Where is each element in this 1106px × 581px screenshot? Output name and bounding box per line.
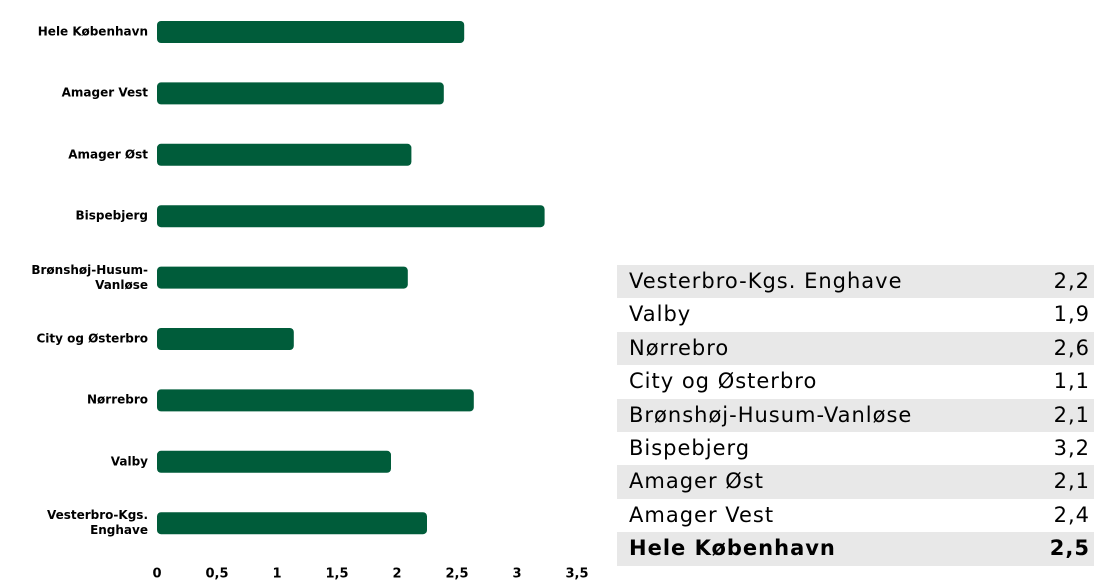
- y-tick-label: Bispebjerg: [75, 208, 148, 223]
- x-tick-label: 1: [272, 567, 281, 581]
- row-value: 2,6: [1053, 335, 1090, 360]
- row-label: Bispebjerg: [629, 435, 751, 460]
- row-value: 3,2: [1053, 435, 1090, 460]
- table: Vesterbro-Kgs. Enghave 2,2 Valby 1,9 Nørrebr…: [617, 265, 1094, 566]
- row-label: Brønshøj-Husum-Vanløse: [629, 402, 913, 427]
- x-tick-label: 2,5: [445, 567, 468, 581]
- table-row: Nørrebro 2,6: [617, 331, 1094, 366]
- x-tick-label: 3,5: [565, 567, 588, 581]
- x-tick-label: 0,5: [205, 567, 228, 581]
- x-tick-label: 1,5: [325, 567, 348, 581]
- table-row: Brønshøj-Husum-Vanløse 2,1: [617, 398, 1094, 432]
- y-tick-label: Brønshøj-Husum-Vanløse: [31, 262, 148, 292]
- bar: [157, 512, 427, 535]
- bar: [157, 328, 294, 350]
- bar: [157, 450, 391, 473]
- table-row: City og Østerbro 1,1: [617, 365, 1094, 398]
- bar: [157, 143, 412, 166]
- table-row: Amager Vest 2,4: [617, 499, 1094, 532]
- table-row: Bispebjerg 3,2: [617, 432, 1094, 465]
- row-label: Nørrebro: [629, 335, 730, 360]
- row-label: Amager Øst: [629, 469, 764, 494]
- x-tick-label: 2: [392, 567, 401, 581]
- row-label: Hele København: [629, 536, 836, 561]
- y-tick-label: Vesterbro-Kgs. Enghave: [46, 508, 148, 538]
- x-tick-label: 0: [152, 567, 161, 581]
- row-value: 2,2: [1053, 269, 1090, 293]
- y-tick-label: Nørrebro: [86, 392, 148, 407]
- bar: [157, 266, 408, 289]
- row-value: 2,1: [1053, 402, 1090, 427]
- bar: [157, 205, 545, 228]
- row-value: 1,9: [1053, 302, 1090, 327]
- y-tick-label: Valby: [110, 454, 148, 469]
- table-row: Vesterbro-Kgs. Enghave 2,2: [617, 265, 1094, 299]
- bar: [157, 82, 444, 105]
- row-value: 1,1: [1053, 369, 1090, 394]
- y-tick-label: Hele København: [37, 24, 148, 39]
- bar: [157, 21, 465, 43]
- row-label: Amager Vest: [629, 502, 775, 527]
- row-value: 2,4: [1053, 502, 1090, 527]
- y-tick-label: Amager Vest: [61, 85, 148, 100]
- row-value: 2,1: [1053, 469, 1090, 494]
- table-row: Hele København 2,5: [617, 532, 1094, 566]
- row-label: Valby: [629, 302, 692, 327]
- y-tick-label: Amager Øst: [68, 147, 148, 162]
- y-tick-label: City og Østerbro: [36, 331, 148, 346]
- bar: [157, 389, 474, 412]
- x-tick-label: 3: [512, 567, 521, 581]
- row-label: Vesterbro-Kgs. Enghave: [629, 269, 903, 293]
- row-label: City og Østerbro: [629, 369, 818, 394]
- row-value: 2,5: [1049, 536, 1090, 561]
- table-row: Amager Øst 2,1: [617, 465, 1094, 499]
- table-row: Valby 1,9: [617, 298, 1094, 331]
